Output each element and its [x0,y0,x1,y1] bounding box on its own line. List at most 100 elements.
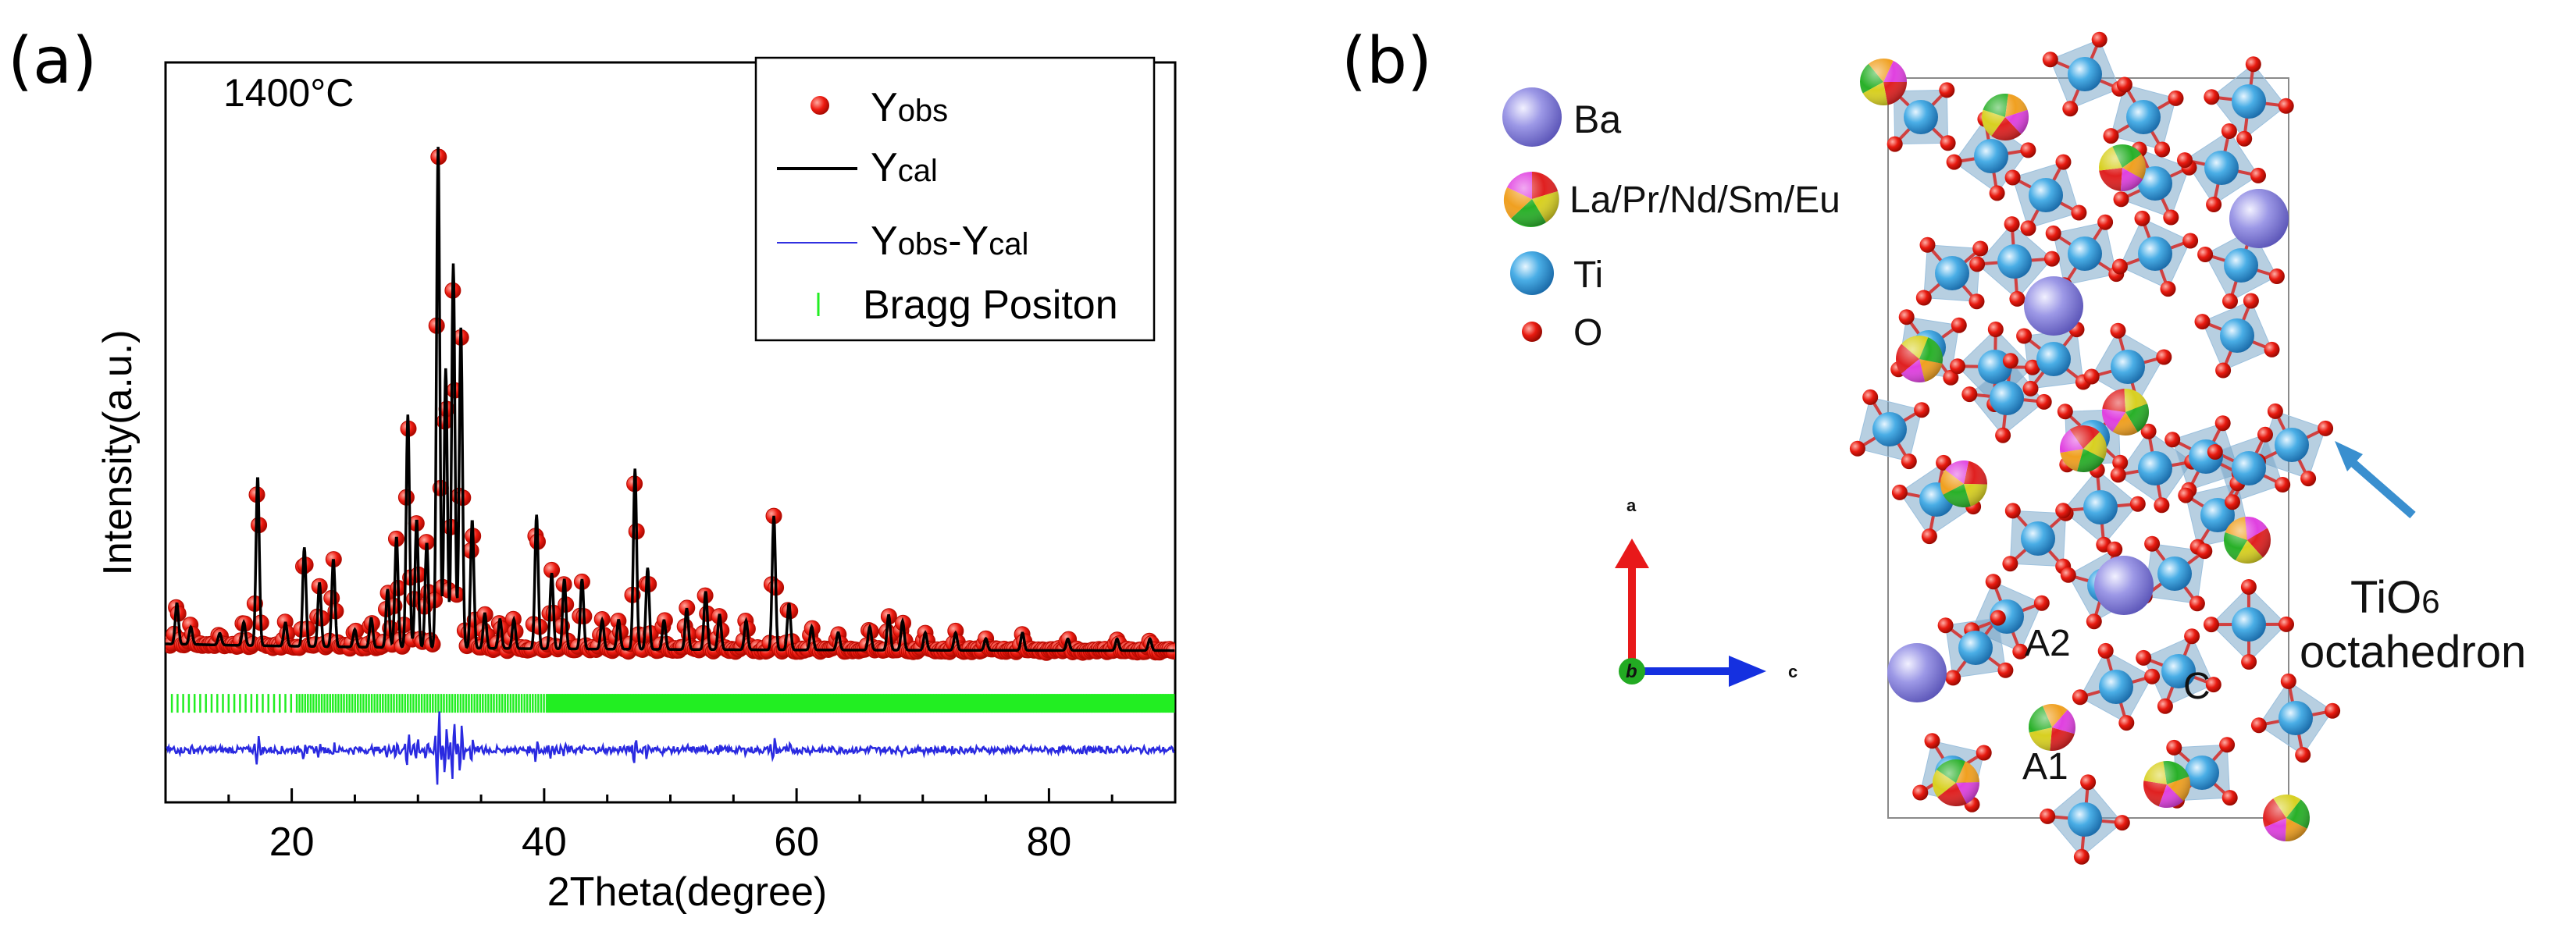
o-atom [2215,362,2232,379]
x-tick-label: 60 [774,820,819,865]
ti-atom [2220,318,2254,353]
o-atom [2221,790,2238,806]
o-atom [2112,454,2129,471]
ln-atom [1932,759,1980,806]
o-atom [2140,423,2157,439]
o-atom [2278,98,2294,114]
ln-atom [2102,388,2149,436]
o-atom [2156,349,2172,365]
x-tick-label: 40 [522,820,567,865]
ti-atom [2083,490,2118,524]
legend: Yobs Ycal Yobs-Ycal Bragg Positon [754,56,1156,342]
o-atom [2009,290,2026,307]
o-atom [2221,123,2237,139]
ti-atom [2232,607,2266,642]
ti-atom [2068,236,2102,271]
site-label-a1: A1 [2022,746,2068,788]
o-atom [2042,52,2058,68]
ti-atom [1990,381,2024,415]
o-atom [2114,815,2130,831]
ti-atom [2161,654,2196,688]
x-tick-label: 80 [1026,820,1071,865]
o-atom [1940,135,1956,151]
a-axis-arrowhead [1615,539,1649,568]
o-atom [1950,358,1965,375]
o-atom [2073,848,2090,865]
o-atom [2097,214,2114,230]
o-atom [2020,142,2036,158]
o-atom [2144,668,2161,684]
o-atom [2083,368,2100,385]
o-atom [2157,698,2173,714]
ycal-line [166,147,1175,652]
o-atom [2225,494,2240,510]
o-atom [2182,233,2199,249]
o-atom [1946,154,1962,170]
ti-atom [2021,521,2055,556]
o-atom [2205,677,2221,693]
o-atom [2275,477,2291,492]
o-atom [1987,322,2004,337]
ba-atom [2094,556,2154,615]
o-atom [2107,541,2123,557]
ti-atom [1974,139,2008,173]
o-atom [1995,427,2011,443]
o-atom [1997,662,2014,678]
o-atom [2045,225,2061,241]
o-atom [1969,293,1985,310]
o-atom [2062,101,2079,117]
o-atom [2177,152,2193,169]
y-axis-label: Intensity(a.u.) [95,329,141,575]
o-atom [2113,191,2129,208]
ln-atom [1895,335,1943,382]
temperature-annotation: 1400°C [223,71,354,115]
o-atom [2154,497,2170,514]
structure-legend: Ba La/Pr/Nd/Sm/Eu Ti O [1502,87,1840,354]
o-atom [2163,209,2179,226]
tio6-label: TiO6 [2350,572,2440,623]
a-axis-label: a [1626,496,1637,515]
o-atom [1919,236,1936,253]
o-atom [2136,649,2152,666]
o-atom [2097,642,2114,659]
o-atom [2118,715,2135,731]
o-legend-sphere [1522,322,1542,342]
o-atom [2204,617,2219,633]
o-atom [2036,393,2052,410]
o-atom [2219,737,2236,753]
legend-diff: Yobs-Ycal [871,219,1028,264]
ba-atom [2229,189,2289,248]
ti-atom [1958,631,1993,665]
o-atom [2241,654,2257,670]
o-atom [2040,808,2056,824]
o-atom [2111,258,2128,275]
o-atom [1939,82,1955,98]
ln-atom [2098,144,2147,191]
octahedron-label: octahedron [2300,627,2526,677]
o-atom [1914,402,1930,418]
o-atom [2071,204,2087,221]
o-atom [2206,197,2222,212]
ti-atom [2099,670,2133,704]
ti-atom [2126,100,2161,134]
ln-atom [1859,59,1907,106]
o-atom [2129,496,2146,512]
o-atom [2278,616,2294,632]
o-atom [2250,717,2267,734]
o-atom [2144,535,2161,552]
o-atom [2004,503,2021,519]
o-atom [2178,487,2194,503]
o-atom [2154,141,2171,158]
o-atom [1937,617,1954,634]
ti-atom [2036,342,2071,376]
o-atom [2267,403,2283,419]
o-atom [2257,426,2273,443]
o-atom [1901,453,1917,470]
o-legend-label: O [1573,312,1602,354]
panel-b-label: (b) [1341,24,1432,98]
o-atom [2091,31,2107,48]
annotation-arrowhead [2335,441,2363,471]
o-atom [2025,359,2040,375]
ba-legend-label: Ba [1573,98,1621,141]
o-atom [2160,281,2176,297]
